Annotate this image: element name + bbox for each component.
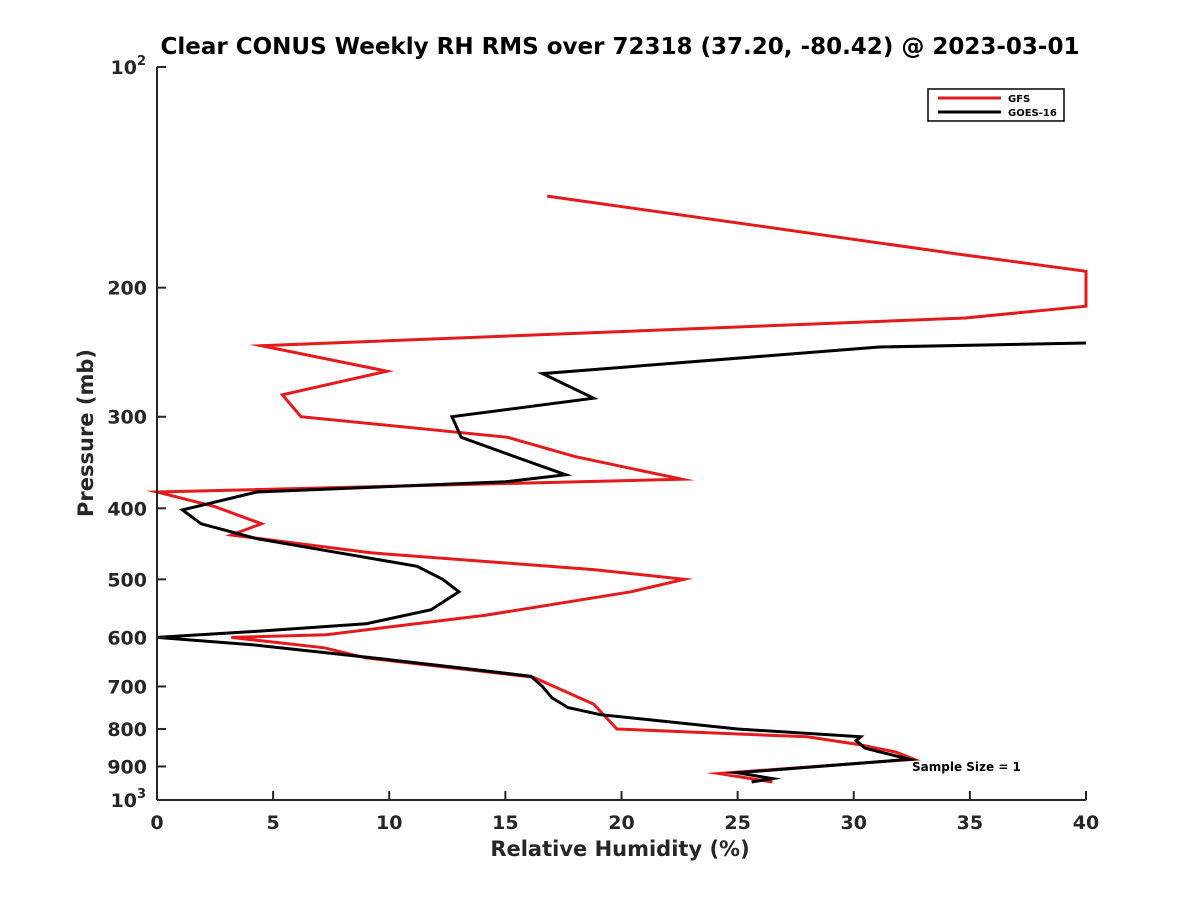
y-tick-label: 900 <box>107 756 147 778</box>
series-line-gfs <box>146 194 1088 784</box>
series-layer <box>146 194 1088 784</box>
y-tick-label: 200 <box>107 278 147 300</box>
y-tick-label: 700 <box>107 676 147 698</box>
sample-size-annotation: Sample Size = 1 <box>912 760 1021 774</box>
x-tick-label: 15 <box>492 812 518 834</box>
y-tick-label: 400 <box>107 498 147 520</box>
y-tick-label: 102 <box>111 54 147 79</box>
legend: GFS GOES-16 <box>927 88 1065 122</box>
y-tick-label: 600 <box>107 627 147 649</box>
legend-box <box>927 88 1065 122</box>
y-tick-label: 103 <box>111 787 147 812</box>
y-axis-label: Pressure (mb) <box>74 349 98 517</box>
axes-layer: 0 5 10 15 20 25 30 35 40 102 200 300 400 500 600 700 800… <box>107 54 1099 834</box>
chart-title: Clear CONUS Weekly RH RMS over 72318 (37… <box>161 34 1080 60</box>
legend-label-gfs: GFS <box>1008 94 1030 105</box>
x-tick-label: 25 <box>724 812 750 834</box>
y-tick-label: 800 <box>107 719 147 741</box>
y-tick-label: 500 <box>107 569 147 591</box>
x-tick-label: 40 <box>1073 812 1099 834</box>
x-tick-label: 20 <box>608 812 634 834</box>
y-tick-label: 300 <box>107 407 147 429</box>
x-axis-label: Relative Humidity (%) <box>490 837 749 861</box>
x-tick-label: 5 <box>267 812 280 834</box>
legend-label-goes-16: GOES-16 <box>1008 108 1057 119</box>
x-tick-label: 0 <box>150 812 163 834</box>
series-line-goes-16 <box>156 341 1087 784</box>
x-tick-label: 35 <box>957 812 983 834</box>
x-tick-label: 30 <box>841 812 867 834</box>
x-tick-label: 10 <box>376 812 402 834</box>
